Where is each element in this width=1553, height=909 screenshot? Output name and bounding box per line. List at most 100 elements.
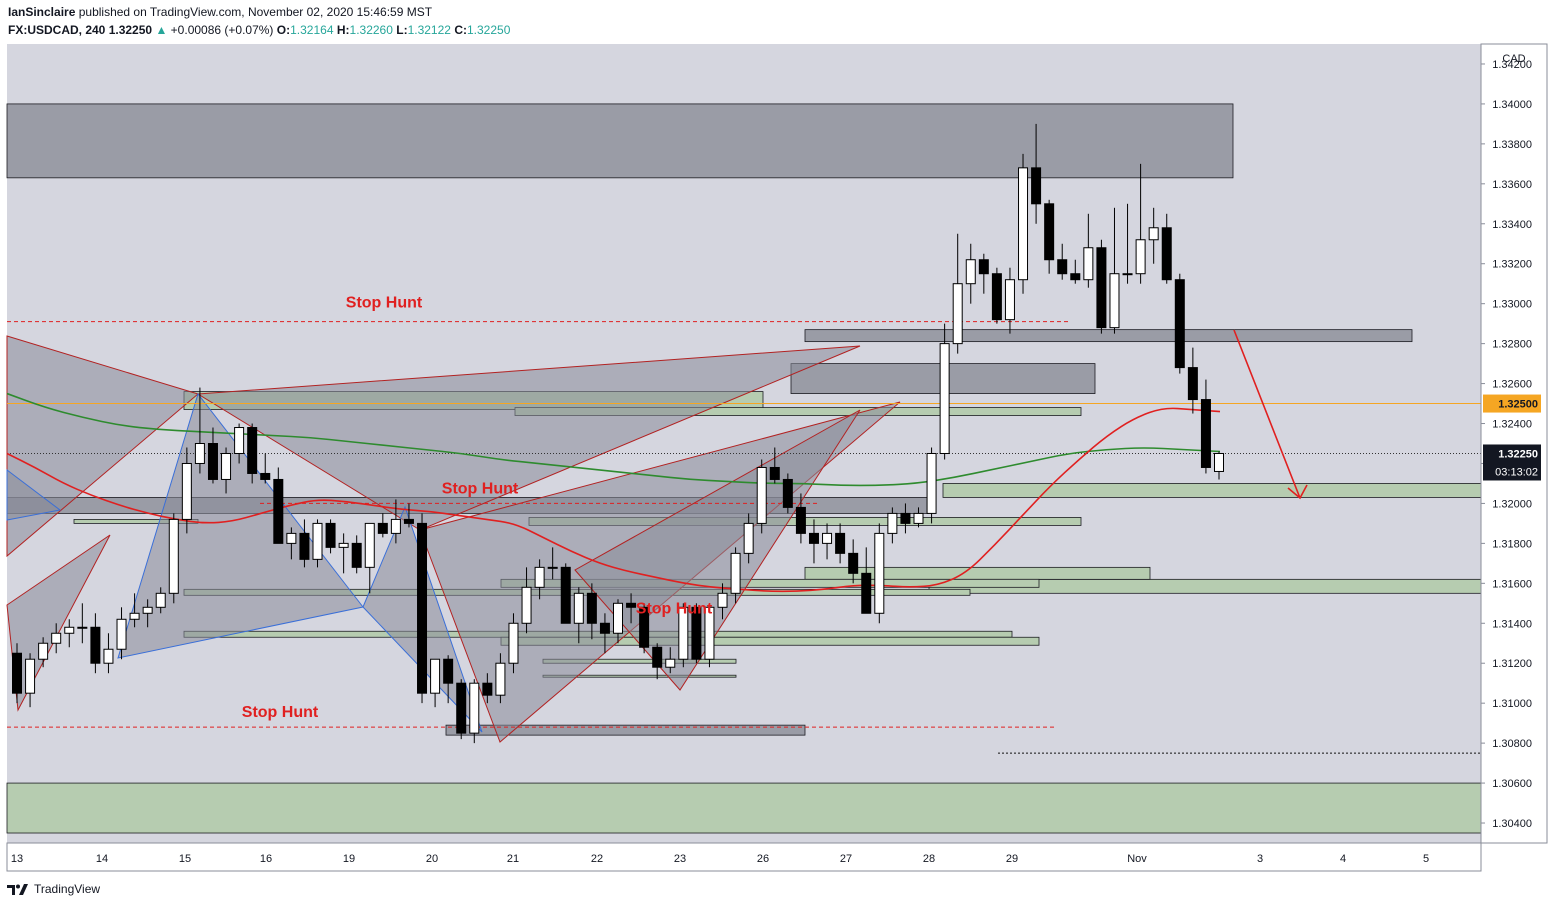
candle-body (1044, 203, 1055, 261)
x-tick-label: 22 (591, 853, 603, 865)
y-tick-label: 1.30600 (1492, 778, 1532, 790)
candle-body (325, 522, 336, 548)
annotations-layer: Stop Hunt Stop Hunt Stop Hunt Stop Hunt (242, 295, 1308, 721)
candle (25, 653, 36, 708)
price-axis[interactable] (1480, 43, 1548, 844)
candle (534, 559, 545, 600)
candle-body (1122, 273, 1133, 276)
candle-body (861, 572, 872, 614)
candle-body (1135, 239, 1146, 275)
candle (626, 593, 637, 624)
candle-body (887, 512, 898, 534)
candle (12, 643, 22, 704)
published-text: published on TradingView.com, November 0… (78, 5, 433, 19)
harmonic-pattern-shape (196, 345, 861, 531)
price-tag-level-text: 1.32500 (1498, 399, 1538, 411)
candle-body (874, 532, 885, 614)
candle (90, 613, 101, 674)
candle-body (377, 522, 388, 534)
candle (900, 503, 911, 534)
candle (887, 507, 898, 544)
candle (874, 523, 885, 624)
candle-body (547, 566, 558, 569)
x-tick-label: 16 (260, 853, 272, 865)
harmonic-pattern-shape (6, 335, 200, 558)
candle-body (207, 443, 218, 480)
candle (547, 547, 558, 580)
candle-body (1187, 367, 1198, 401)
candle (116, 607, 127, 660)
candle (782, 473, 793, 514)
supply-zone-top (6, 103, 1234, 179)
candle-body (38, 642, 49, 660)
candle (586, 583, 597, 640)
y-tick-label: 1.33400 (1492, 219, 1532, 231)
symbol-label[interactable]: FX:USDCAD, 240 (8, 23, 106, 37)
candle (717, 583, 728, 620)
low-label: L: (396, 23, 408, 37)
price-tags: 1.32500 1.32250 03:13:02 (1483, 394, 1541, 481)
candle (168, 513, 179, 604)
y-tick-label: 1.32400 (1492, 419, 1532, 431)
candle (1187, 347, 1198, 414)
x-tick-label: 19 (343, 853, 355, 865)
candle (521, 567, 532, 634)
candle (495, 653, 506, 704)
close-value: 1.32250 (466, 23, 511, 37)
candle (247, 423, 258, 484)
candle (652, 643, 663, 680)
candle-body (952, 283, 963, 345)
x-tick-label: 23 (674, 853, 686, 865)
candle-body (299, 532, 310, 560)
candle-body (403, 518, 414, 524)
candle (978, 253, 989, 294)
x-tick-label: 3 (1257, 853, 1263, 865)
y-tick-label: 1.34000 (1492, 99, 1532, 111)
candle-body (939, 343, 950, 454)
candle (129, 593, 140, 628)
y-tick-label: 1.30400 (1492, 818, 1532, 830)
x-tick-label: 29 (1006, 853, 1018, 865)
footer-brand[interactable]: TradingView (6, 882, 100, 896)
candle-body (390, 518, 401, 534)
candle (1057, 243, 1068, 280)
candle-body (443, 658, 454, 684)
y-tick-label: 1.31000 (1492, 698, 1532, 710)
candle (678, 603, 689, 668)
countdown-label: 03:13:02 (1495, 466, 1538, 478)
y-tick-label: 1.32800 (1492, 339, 1532, 351)
candle-body (626, 602, 637, 608)
stop-hunt-label: Stop Hunt (442, 480, 519, 497)
y-tick-label: 1.32600 (1492, 379, 1532, 391)
candle (273, 467, 284, 544)
candle (325, 519, 336, 554)
candle (613, 599, 623, 644)
candle (351, 535, 362, 574)
candle-body (25, 658, 36, 694)
candle-body (665, 658, 676, 668)
candle-body (704, 606, 715, 660)
moving-average-red (6, 407, 1221, 593)
candle (808, 519, 819, 564)
candle-body (965, 259, 976, 285)
candle-body (599, 622, 610, 634)
candle-body (495, 662, 506, 696)
candle (364, 522, 375, 594)
candle (599, 613, 610, 654)
candle-body (521, 586, 532, 624)
candle (769, 447, 780, 484)
time-axis[interactable] (6, 842, 1482, 872)
candle (38, 637, 49, 668)
candle (560, 563, 571, 624)
candle-body (51, 632, 62, 644)
candle-body (717, 592, 728, 608)
author-name[interactable]: IanSinclaire (8, 5, 76, 19)
candle-body (1057, 259, 1068, 275)
x-tick-label: 21 (507, 853, 519, 865)
candle (1096, 239, 1107, 334)
last-price: 1.32250 (108, 23, 153, 37)
target-demand-zone (942, 483, 1482, 498)
candle-body (1214, 452, 1224, 472)
candle (1174, 273, 1185, 374)
